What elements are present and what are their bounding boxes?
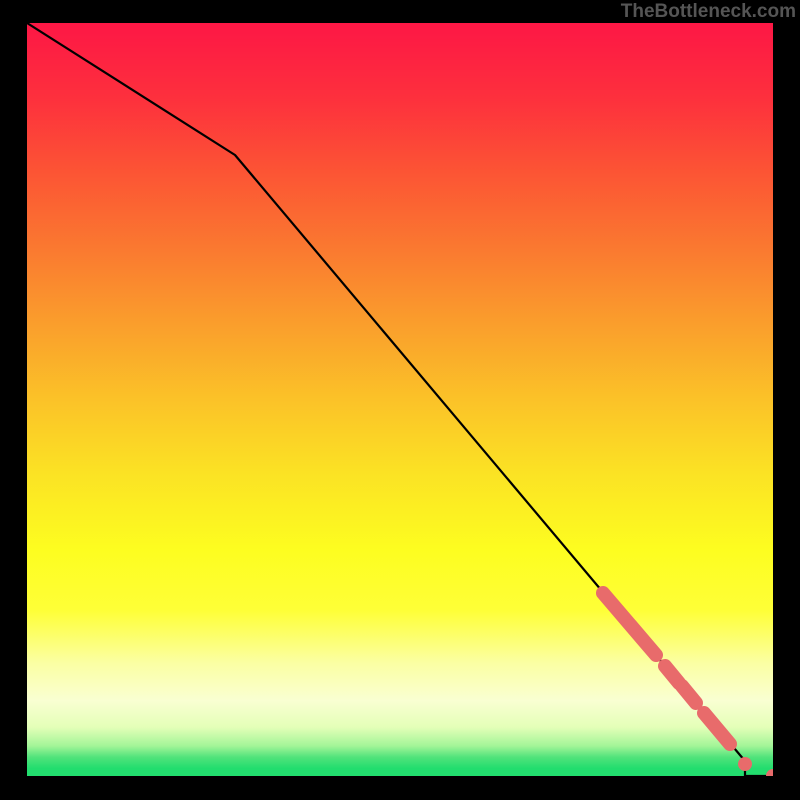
attribution-label: TheBottleneck.com	[621, 1, 796, 23]
curve-layer	[27, 23, 773, 776]
plot-area	[27, 23, 773, 776]
marker-dash	[603, 593, 656, 655]
marker-dot	[766, 769, 773, 776]
marker-dash	[704, 713, 730, 744]
marker-dot	[738, 757, 752, 771]
chart-container: TheBottleneck.com	[0, 0, 800, 800]
marker-dash	[665, 666, 679, 683]
marker-dash	[682, 686, 696, 703]
